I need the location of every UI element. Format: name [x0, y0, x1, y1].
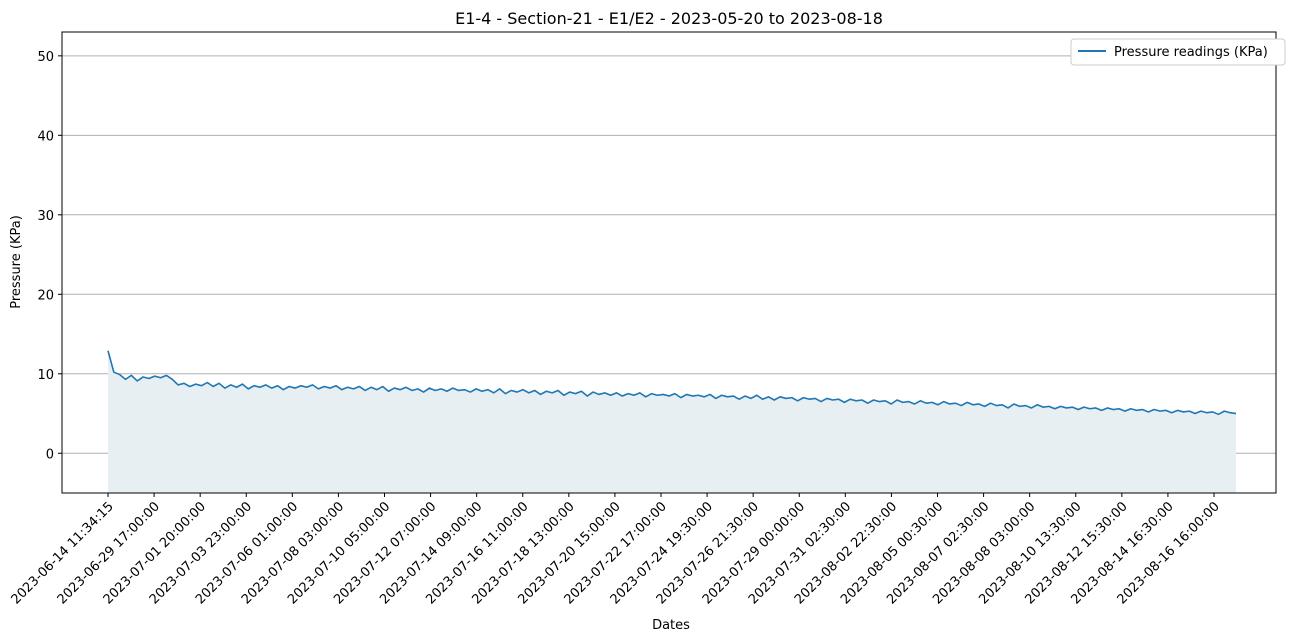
y-tick-label: 40	[37, 129, 54, 144]
series-line-pressure	[107, 350, 1237, 416]
chart-title: E1-4 - Section-21 - E1/E2 - 2023-05-20 t…	[455, 9, 883, 28]
y-axis-label: Pressure (KPa)	[9, 215, 24, 309]
legend-box	[1070, 38, 1286, 66]
y-tick-label: 20	[37, 288, 54, 303]
y-axis-ticks: 0 10 20 30 40 50	[37, 50, 62, 462]
area-fill	[108, 350, 1236, 493]
series-line-group	[107, 350, 1237, 416]
plot-frame	[61, 31, 1277, 494]
area-fill-path	[108, 350, 1236, 493]
y-tick-label: 50	[37, 50, 54, 65]
x-axis-label: Dates	[652, 618, 690, 633]
y-tick-label: 10	[37, 368, 54, 383]
y-tick-label: 0	[46, 447, 54, 462]
legend: Pressure readings (KPa)	[1070, 38, 1286, 66]
legend-label: Pressure readings (KPa)	[1114, 45, 1268, 60]
y-tick-label: 30	[37, 209, 54, 224]
